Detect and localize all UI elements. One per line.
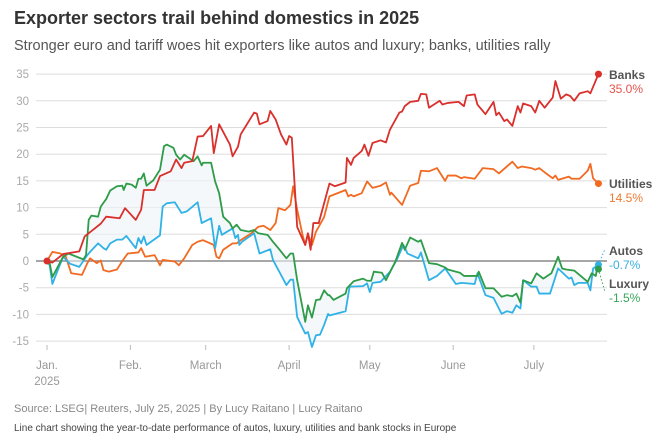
y-tick-label: 30 — [16, 96, 29, 108]
y-tick-label: 25 — [16, 123, 29, 135]
x-tick-label: July — [524, 360, 545, 372]
x-tick-label: Jan. — [36, 360, 58, 372]
y-tick-label: -10 — [12, 309, 29, 321]
y-tick-label: 15 — [16, 176, 29, 188]
series-value-banks: 35.0% — [609, 82, 643, 96]
series-line-autos — [46, 201, 599, 348]
y-tick-label: -15 — [12, 336, 29, 348]
x-tick-label: June — [441, 360, 466, 372]
leader-line-luxury — [597, 268, 606, 293]
series-value-utilities: 14.5% — [609, 191, 643, 205]
series-start-dot — [43, 257, 51, 265]
y-tick-label: -5 — [19, 283, 29, 295]
y-tick-label: 35 — [16, 69, 29, 81]
series-line-luxury — [46, 143, 599, 323]
series-line-utilities — [46, 160, 600, 276]
series-value-autos: -0.7% — [609, 258, 641, 272]
x-tick-label: March — [190, 360, 222, 372]
y-tick-label: 10 — [16, 203, 29, 215]
series-label-luxury: Luxury — [609, 277, 649, 291]
series-label-utilities: Utilities — [609, 177, 653, 191]
line-chart: 35 30 25 20 15 10 5 0 -5 -10 -15 Jan. 2025 Feb. March A… — [12, 68, 653, 388]
chart-subtitle: Stronger euro and tariff woes hit export… — [14, 38, 551, 54]
source-note: Source: LSEG| Reuters, July 25, 2025 | B… — [14, 403, 363, 415]
y-tick-label: 20 — [16, 149, 29, 161]
series-line-banks — [46, 73, 600, 264]
x-tick-label: May — [359, 360, 381, 372]
series-end-dot-banks — [594, 70, 602, 78]
chart-title: Exporter sectors trail behind domestics … — [14, 8, 420, 28]
leader-line-autos — [597, 248, 606, 265]
chart-description: Line chart showing the year-to-date perf… — [14, 423, 457, 434]
y-tick-label: 5 — [23, 229, 29, 241]
x-tick-label: Feb. — [119, 360, 142, 372]
series-value-luxury: -1.5% — [609, 291, 641, 305]
series-label-banks: Banks — [609, 68, 645, 82]
y-tick-label: 0 — [23, 256, 29, 268]
series-end-dot-utilities — [594, 180, 602, 188]
series-label-autos: Autos — [609, 244, 643, 258]
x-tick-sublabel: 2025 — [34, 376, 60, 388]
x-tick-label: April — [278, 360, 301, 372]
luxury-autos-band — [47, 144, 599, 347]
